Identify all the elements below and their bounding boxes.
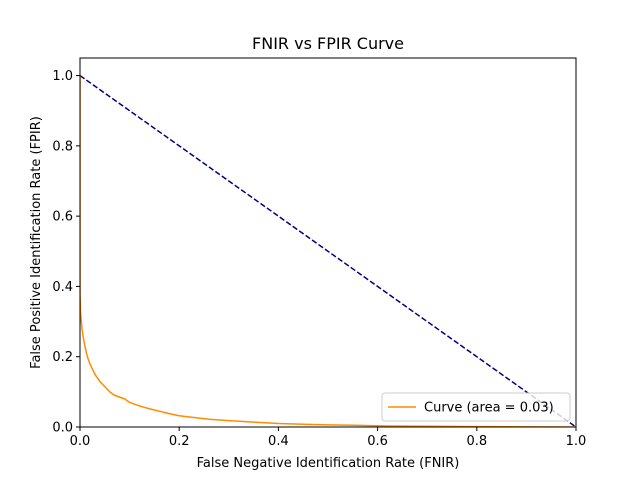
reference-diagonal-line <box>80 74 576 427</box>
x-tick-label: 0.0 <box>70 434 91 449</box>
y-axis-label: False Positive Identification Rate (FPIR… <box>29 116 44 369</box>
legend-box <box>381 392 571 422</box>
x-tick-label: 0.2 <box>169 434 190 449</box>
ticks: 0.0 0.2 0.4 0.6 0.8 1.0 0.0 0.2 0.4 0.6 0.8 1.0 <box>52 69 586 449</box>
x-tick-label: 0.8 <box>466 434 487 449</box>
axes-frame <box>79 57 577 428</box>
x-tick-label: 0.6 <box>367 434 388 449</box>
y-tick-label: 0.6 <box>52 210 73 225</box>
legend-label: Curve (area = 0.03) <box>424 401 554 416</box>
x-tick-label: 1.0 <box>566 434 587 449</box>
fnir-fpir-curve-line <box>80 75 576 427</box>
legend: Curve (area = 0.03) <box>381 392 571 422</box>
y-tick-label: 0.8 <box>52 139 73 154</box>
y-tick-label: 0.2 <box>52 350 73 365</box>
y-tick-label: 1.0 <box>52 69 73 84</box>
x-tick-label: 0.4 <box>268 434 289 449</box>
plot-area <box>80 74 576 427</box>
y-tick-label: 0.0 <box>52 421 73 436</box>
chart-title: FNIR vs FPIR Curve <box>252 34 404 53</box>
x-axis-label: False Negative Identification Rate (FNIR… <box>197 456 460 471</box>
y-tick-label: 0.4 <box>52 280 73 295</box>
